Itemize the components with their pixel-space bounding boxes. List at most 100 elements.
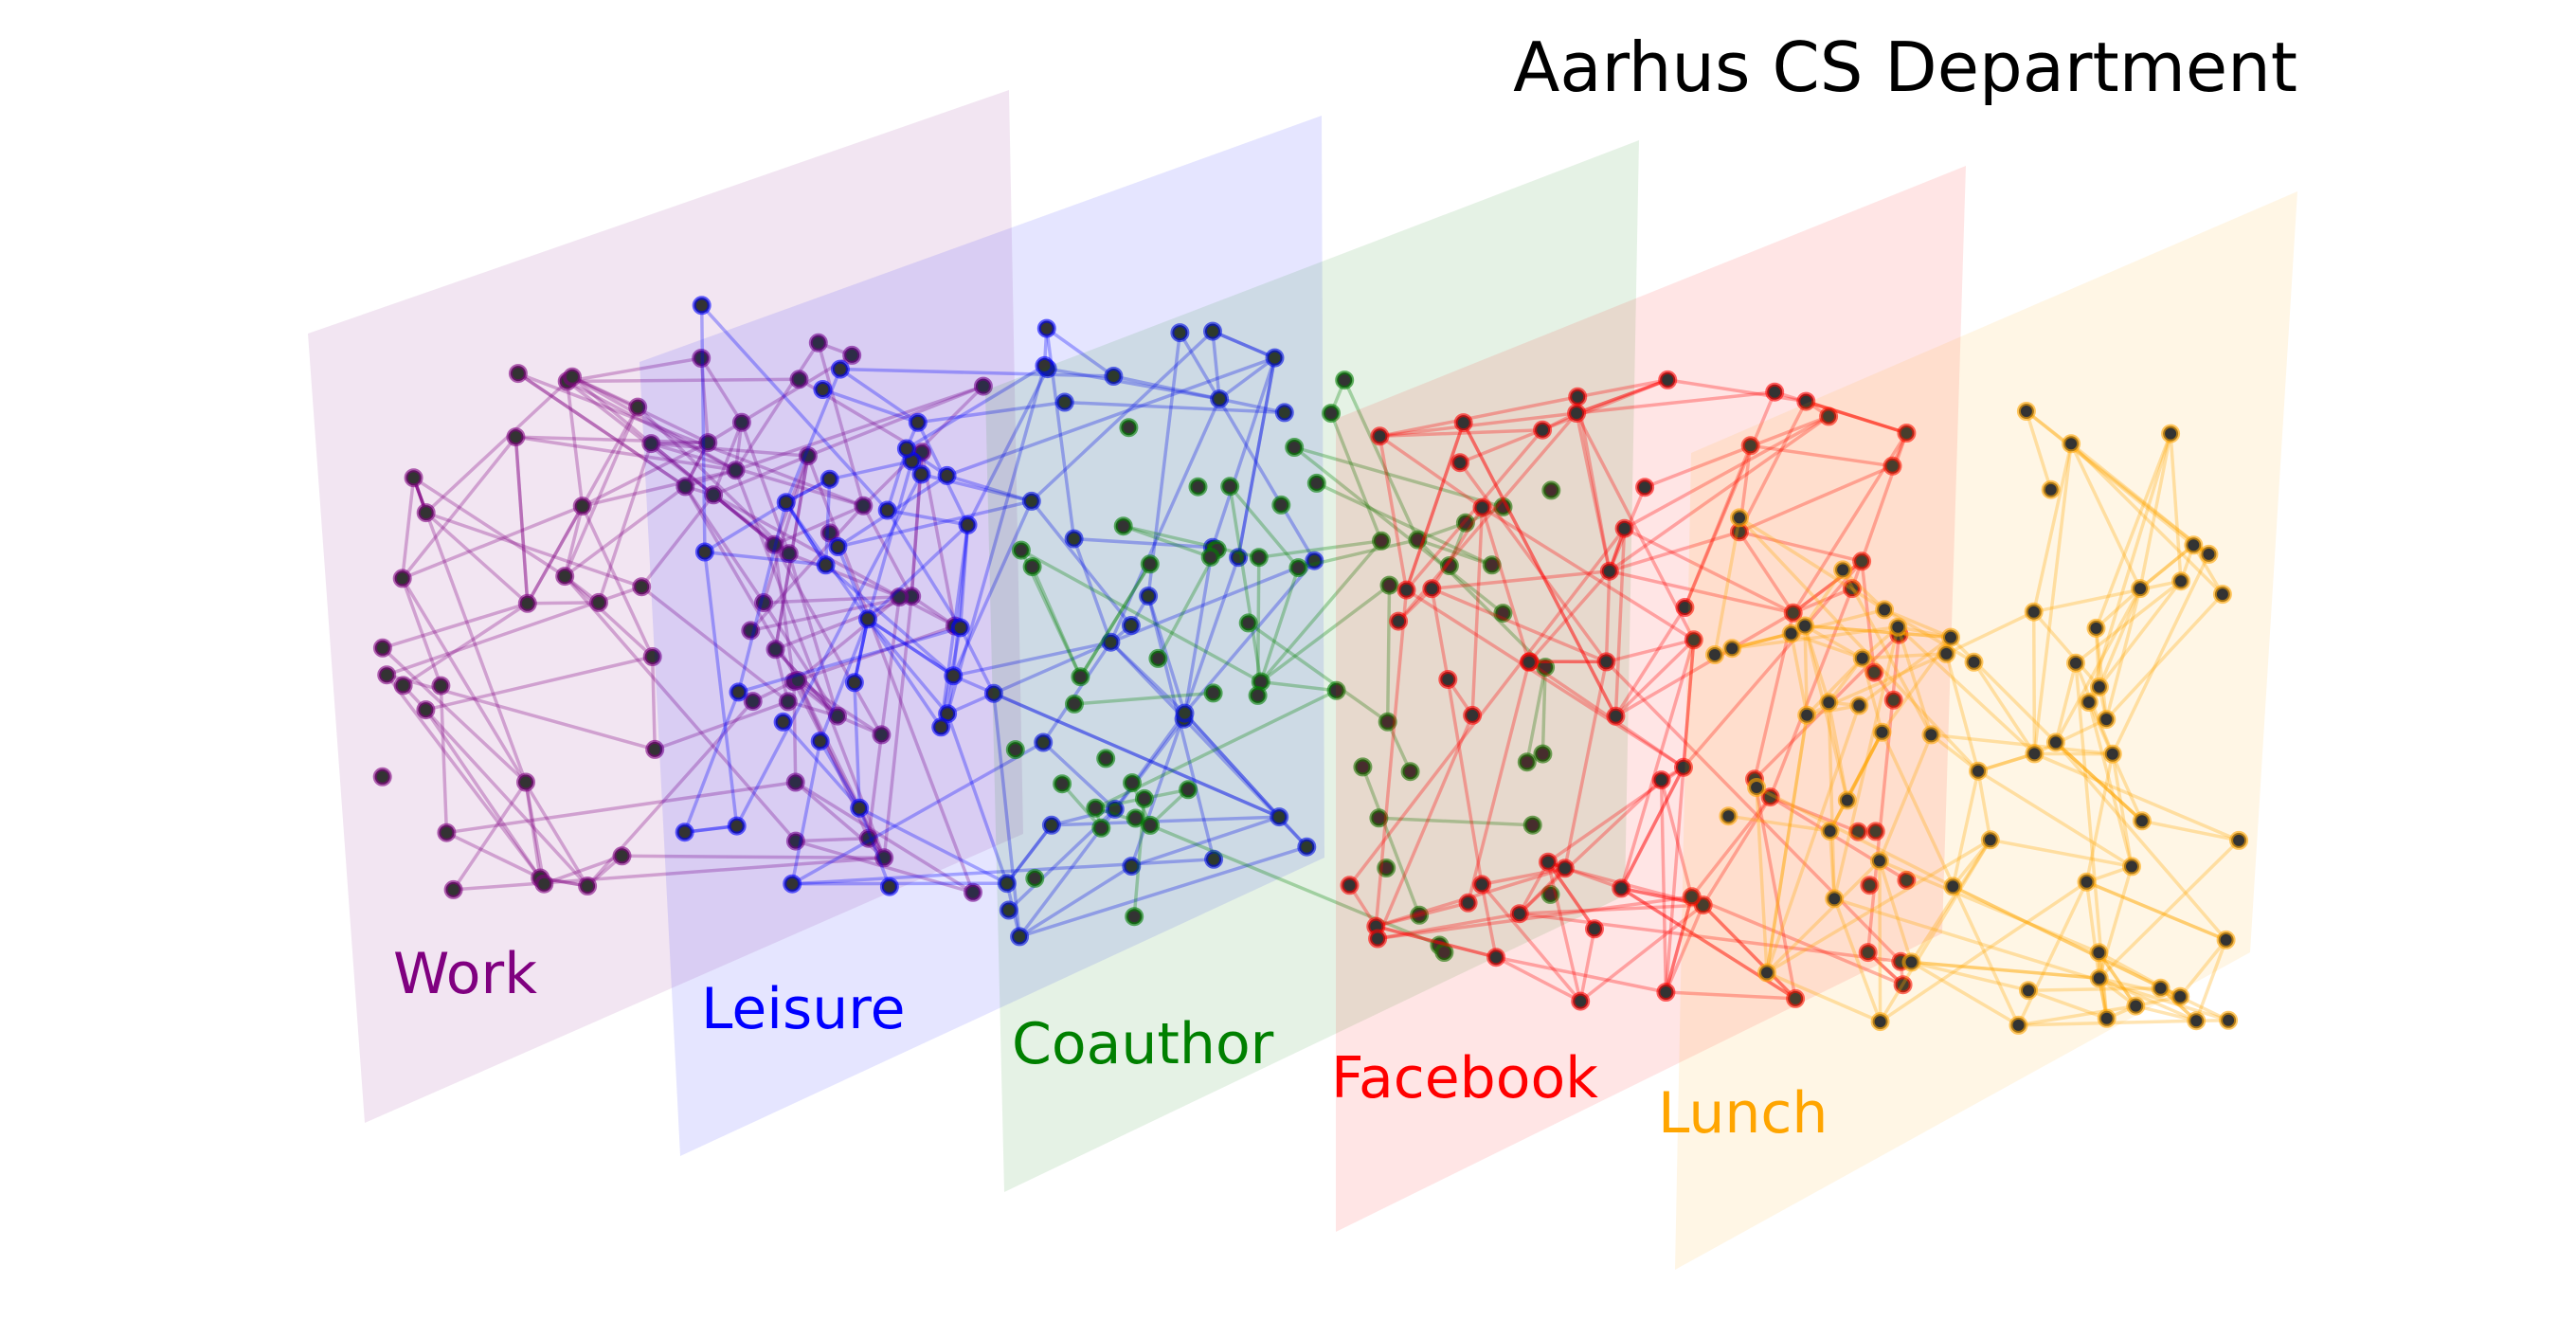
node (779, 544, 799, 564)
edge (1404, 422, 1466, 591)
edge (946, 355, 1276, 478)
edge (1183, 712, 1281, 819)
edge (1072, 538, 1113, 643)
node (2089, 943, 2109, 963)
edge (1951, 839, 1992, 888)
node (1684, 630, 1703, 650)
node (743, 692, 763, 712)
node (377, 665, 397, 685)
node (1285, 438, 1305, 457)
edge (857, 807, 892, 888)
node (1921, 725, 1941, 745)
edge (917, 400, 1066, 425)
edge (2095, 587, 2142, 630)
edge (1564, 866, 1704, 907)
edge (1827, 701, 1849, 801)
edge (794, 781, 974, 895)
node (1555, 859, 1575, 878)
node (1536, 658, 1556, 678)
layer-label-leisure: Leisure (701, 976, 906, 1042)
node (2216, 930, 2236, 949)
edge (2098, 588, 2142, 688)
layer-plane-work (308, 90, 1023, 1123)
node (828, 537, 848, 556)
node (1378, 712, 1397, 732)
node (789, 370, 809, 389)
node (404, 468, 423, 488)
edge (1030, 499, 1133, 627)
node (1722, 639, 1742, 659)
edge (1480, 883, 1582, 1003)
edge (565, 381, 585, 507)
node (1368, 929, 1388, 949)
node (1795, 616, 1815, 636)
node (1450, 453, 1469, 473)
edge (2097, 951, 2137, 1007)
edge (797, 624, 956, 682)
edge (1078, 563, 1152, 678)
node (563, 367, 582, 387)
node (645, 739, 665, 759)
edge (1212, 329, 1276, 360)
node (1719, 806, 1738, 826)
edge (401, 436, 517, 580)
edge (1576, 378, 1668, 415)
node (1453, 413, 1473, 433)
edge (526, 505, 585, 605)
node (1422, 579, 1442, 599)
edge (1078, 563, 1152, 678)
node (1035, 355, 1054, 375)
edge (526, 505, 585, 605)
edge (772, 543, 883, 736)
edge (1259, 567, 1301, 683)
edge (853, 618, 870, 683)
node (2171, 986, 2190, 1006)
edge (1613, 606, 1686, 717)
node (1200, 547, 1220, 567)
edge (712, 454, 809, 497)
layer-work (308, 90, 1023, 1123)
node (1519, 652, 1539, 672)
edge (749, 594, 912, 633)
edge (772, 544, 796, 682)
node (911, 464, 931, 484)
edge (952, 640, 1111, 678)
edge (1753, 778, 1797, 1000)
node (1651, 770, 1671, 790)
node (641, 434, 661, 454)
node (1238, 613, 1258, 633)
edge (1731, 624, 1899, 650)
edge (1613, 528, 1627, 716)
node (1482, 555, 1502, 575)
edge (2141, 819, 2240, 842)
node (1964, 652, 1984, 672)
edge (1666, 990, 1796, 1001)
edge (1030, 330, 1215, 503)
node (698, 433, 718, 453)
edge (401, 577, 589, 887)
edge (1883, 607, 1952, 640)
edge (1769, 795, 1859, 834)
edge (1576, 378, 1668, 399)
node (1568, 387, 1588, 407)
node (1796, 391, 1816, 411)
edge (707, 353, 854, 444)
edge (1579, 903, 1704, 1003)
edge (1470, 507, 1485, 715)
edge (571, 375, 639, 409)
node (1848, 822, 1868, 841)
node (2187, 1011, 2207, 1031)
edge (1977, 751, 2035, 773)
edge (1604, 570, 1612, 662)
node (1612, 878, 1631, 898)
node (1493, 497, 1513, 516)
node (1271, 495, 1291, 515)
edge (824, 563, 955, 678)
edge (1951, 770, 1980, 887)
node (1517, 752, 1537, 772)
node (1249, 548, 1269, 568)
node (788, 671, 807, 690)
edge (563, 505, 585, 577)
edge (733, 469, 886, 859)
node (1335, 371, 1355, 390)
